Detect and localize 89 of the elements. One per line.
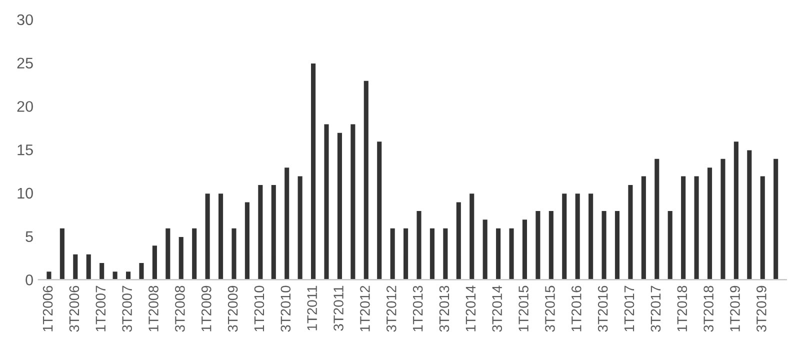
bar bbox=[614, 210, 621, 280]
y-tick-label: 5 bbox=[26, 231, 33, 242]
bar bbox=[653, 158, 661, 280]
bar bbox=[230, 226, 238, 280]
x-tick-label: 1T2018 bbox=[677, 286, 688, 332]
x-tick-label: 3T2017 bbox=[650, 286, 661, 332]
y-tick-label: 15 bbox=[18, 144, 33, 156]
bar bbox=[164, 226, 172, 280]
bar bbox=[772, 158, 780, 280]
x-tick-label: 1T2014 bbox=[466, 286, 476, 332]
x-tick-label: 1T2013 bbox=[412, 286, 423, 332]
bar bbox=[322, 122, 330, 280]
bar bbox=[454, 200, 462, 280]
x-tick-label: 3T2013 bbox=[439, 286, 450, 332]
bar bbox=[719, 158, 727, 280]
x-tick-label: 1T2017 bbox=[624, 286, 634, 332]
x-tick-label: 1T2008 bbox=[148, 286, 158, 332]
y-tick-label: 25 bbox=[17, 58, 33, 69]
bar bbox=[680, 174, 687, 280]
x-tick-label: 1T2006 bbox=[42, 286, 53, 332]
x-tick-label: 3T2009 bbox=[228, 286, 238, 332]
bar bbox=[481, 218, 489, 280]
bar bbox=[626, 184, 634, 280]
bar bbox=[508, 226, 516, 280]
bar bbox=[560, 192, 568, 280]
x-tick-label: 3T2015 bbox=[545, 286, 555, 332]
x-tick-label: 3T2012 bbox=[386, 286, 396, 332]
bar bbox=[72, 252, 80, 280]
bar bbox=[151, 244, 158, 280]
bar bbox=[415, 210, 423, 280]
bar bbox=[402, 226, 410, 280]
bar bbox=[336, 132, 344, 280]
bar bbox=[204, 192, 212, 280]
bar bbox=[190, 226, 198, 280]
x-tick-label: 3T2019 bbox=[756, 286, 766, 332]
x-tick-label: 3T2014 bbox=[492, 286, 502, 332]
bar bbox=[521, 218, 528, 280]
bar bbox=[494, 226, 502, 280]
bar bbox=[270, 184, 278, 280]
bar bbox=[468, 192, 476, 280]
bar bbox=[98, 262, 106, 280]
bar bbox=[442, 226, 450, 280]
bar bbox=[758, 174, 766, 280]
x-tick-label: 3T2016 bbox=[598, 286, 608, 332]
bar bbox=[310, 62, 317, 280]
bar bbox=[58, 226, 66, 280]
bar bbox=[217, 192, 224, 280]
x-tick-label: 1T2012 bbox=[360, 286, 370, 332]
x-tick-label: 1T2019 bbox=[730, 286, 740, 332]
y-tick-label: 0 bbox=[26, 274, 33, 286]
bar bbox=[138, 262, 146, 280]
bar bbox=[283, 166, 291, 280]
x-tick-label: 3T2007 bbox=[122, 286, 132, 332]
x-tick-label: 3T2006 bbox=[69, 286, 80, 332]
x-tick-label: 3T2008 bbox=[175, 286, 185, 332]
x-tick-label: 1T2015 bbox=[518, 286, 528, 332]
bar bbox=[124, 270, 132, 280]
bar bbox=[666, 210, 674, 280]
bar bbox=[84, 252, 92, 280]
bar bbox=[388, 226, 396, 280]
bar bbox=[256, 184, 264, 280]
x-tick-label: 3T2010 bbox=[280, 286, 291, 332]
x-tick-label: 1T2010 bbox=[254, 286, 264, 332]
bar bbox=[640, 174, 648, 280]
bar bbox=[349, 122, 357, 280]
bar bbox=[534, 210, 542, 280]
bar bbox=[706, 166, 714, 280]
x-tick-label: 1T2009 bbox=[201, 286, 212, 332]
y-tick-label: 30 bbox=[17, 14, 33, 26]
bar bbox=[600, 210, 608, 280]
bar bbox=[574, 192, 582, 280]
bar bbox=[428, 226, 436, 280]
bar bbox=[732, 140, 740, 280]
x-tick-label: 3T2018 bbox=[704, 286, 714, 332]
x-tick-label: 1T2016 bbox=[571, 286, 582, 332]
bar bbox=[177, 236, 185, 280]
bar bbox=[587, 192, 594, 280]
x-tick-label: 3T2011 bbox=[334, 286, 344, 331]
x-tick-label: 1T2011 bbox=[307, 286, 318, 330]
bar bbox=[244, 200, 251, 280]
bar bbox=[296, 174, 304, 280]
x-tick-label: 1T2007 bbox=[96, 286, 106, 332]
bar bbox=[692, 174, 700, 280]
bar bbox=[376, 140, 384, 280]
bar bbox=[547, 210, 555, 280]
bar bbox=[746, 148, 754, 280]
y-tick-label: 20 bbox=[17, 101, 33, 112]
bar bbox=[362, 79, 370, 280]
y-tick-label: 10 bbox=[18, 188, 33, 199]
